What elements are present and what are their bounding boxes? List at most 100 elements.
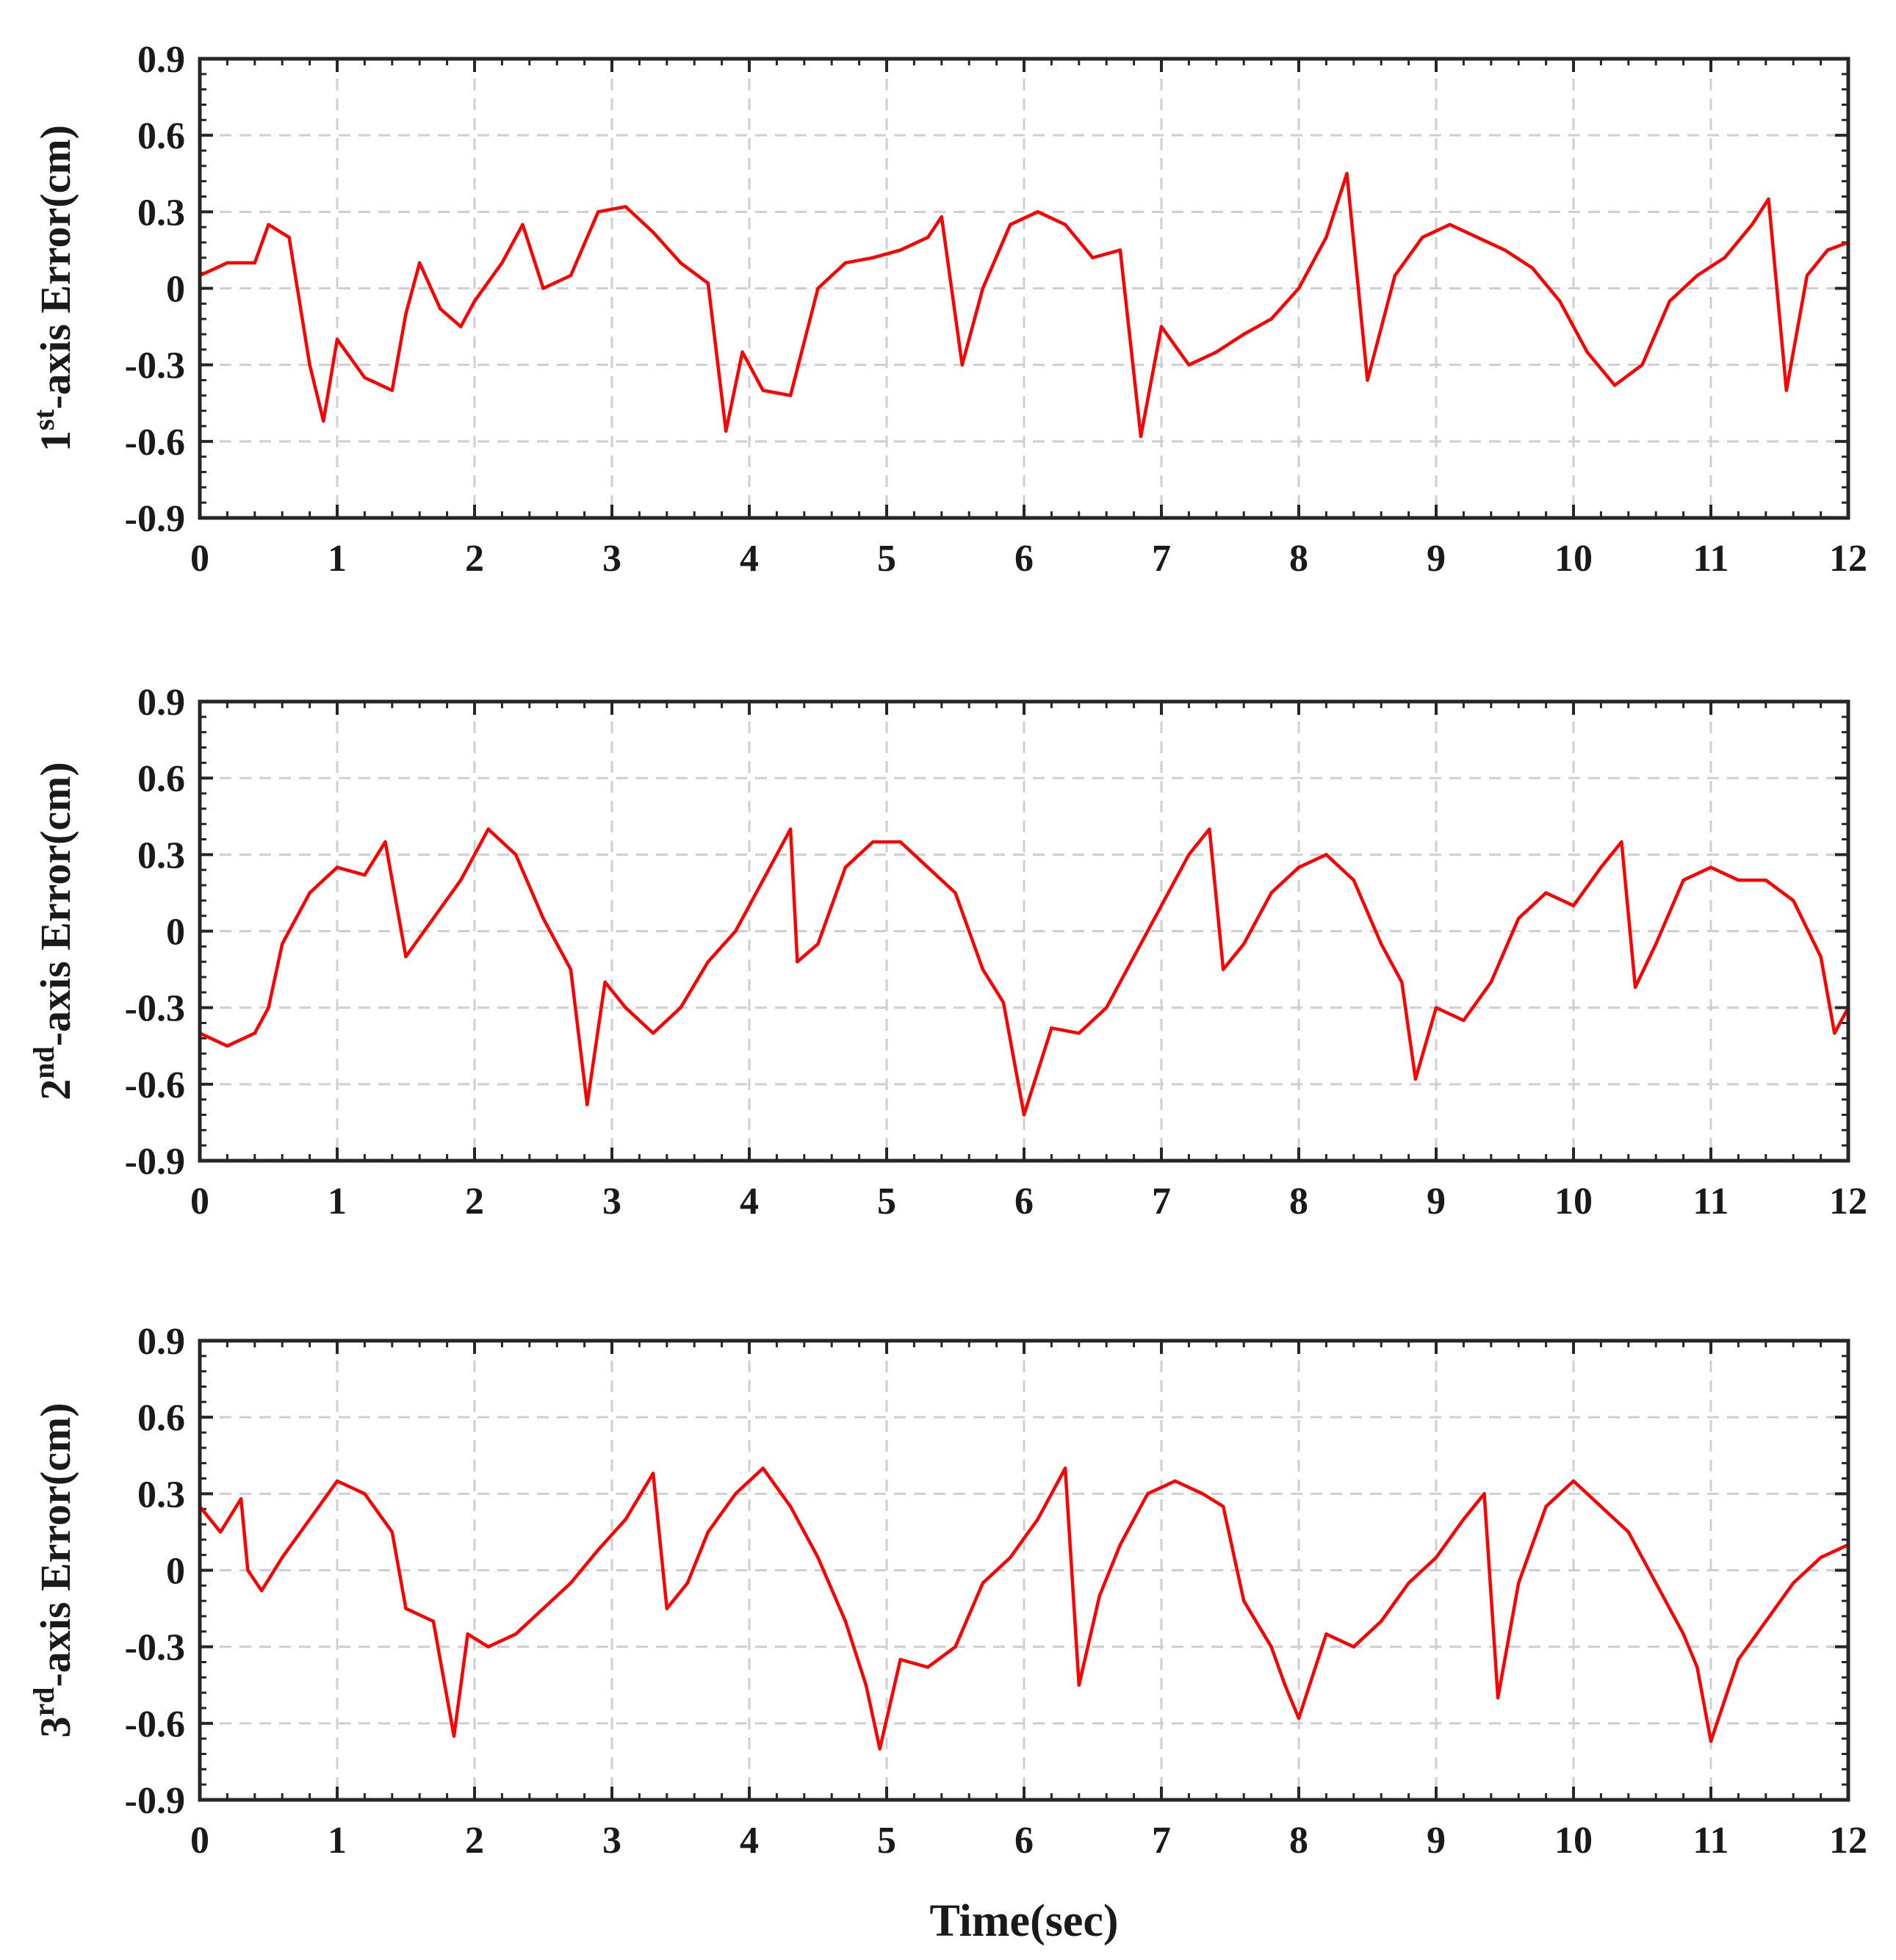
error-data-point [1050,1026,1053,1030]
error-data-point [1097,1594,1102,1598]
error-data-point [452,1734,456,1738]
error-data-point [1380,1619,1383,1624]
error-data-point [1750,223,1754,226]
error-data-point [1434,1006,1438,1009]
error-data-point [1187,853,1191,857]
error-data-point [1146,1492,1150,1496]
error-data-point [308,1517,311,1521]
error-data-point [1214,350,1219,354]
error-data-point [878,1747,882,1751]
error-data-point [1173,1479,1177,1483]
error-data-point [1599,1505,1603,1508]
error-data-point [1001,1001,1006,1004]
error-data-point [1654,942,1658,946]
error-data-point [1434,1555,1438,1560]
error-data-point [1036,1517,1039,1521]
error-data-point [1324,853,1328,857]
error-data-point [322,419,325,423]
y-tick-label: 0.6 [137,758,185,800]
x-axis-label: Time(sec) [929,1896,1118,1946]
error-data-point [1620,840,1623,844]
error-data-point [541,287,545,290]
error-data-point [954,891,957,895]
error-data-point [466,1632,469,1636]
error-data-point [335,337,339,342]
y-axis-label: 2nd-axis Error(cm) [27,762,79,1100]
x-tick-label: 8 [1289,538,1308,580]
error-data-point [1139,434,1143,439]
error-data-point [1723,256,1726,260]
error-data-point [651,1471,655,1475]
error-data-point [1413,1077,1418,1081]
x-tick-label: 8 [1289,1181,1308,1222]
error-data-point [1571,1479,1576,1483]
x-tick-label: 6 [1014,1181,1034,1222]
error-data-point [624,1517,627,1521]
error-data-point [1482,1492,1486,1496]
error-data-point [281,942,284,946]
error-data-point [308,363,311,367]
error-data-point [1764,1619,1767,1624]
error-data-point [1269,317,1273,321]
y-axis-label-prefix: 2 [32,1079,79,1100]
error-data-point [1242,332,1246,336]
x-tick-label: 0 [190,1820,209,1862]
error-data-point [1784,389,1789,392]
error-data-point [1187,363,1191,367]
y-tick-label: -0.3 [125,345,185,387]
x-tick-label: 0 [190,1181,209,1222]
x-tick-label: 12 [1829,1820,1867,1862]
error-data-point [624,205,627,209]
x-tick-label: 5 [877,1181,896,1222]
error-data-point [569,273,573,278]
error-data-point [1400,980,1404,984]
error-data-point [981,1581,985,1585]
error-data-point [898,1657,902,1662]
error-data-point [459,325,463,328]
error-data-point [1366,378,1369,382]
error-data-point [1805,273,1809,278]
error-data-point [439,307,442,311]
error-data-point [871,840,875,844]
error-data-point [1496,1696,1500,1700]
y-axis-label-prefix: 1 [32,430,79,452]
error-data-point [1063,223,1067,226]
error-data-point [685,1581,690,1585]
error-data-point [1571,904,1576,907]
error-data-point [1297,865,1301,869]
y-tick-label: 0.6 [137,1397,185,1439]
y-tick-label: 0.3 [137,192,185,234]
error-data-point [569,968,573,971]
error-data-point [1221,1505,1225,1508]
error-data-point [226,261,229,264]
y-tick-label: 0 [166,912,185,954]
x-tick-label: 12 [1829,1181,1867,1222]
error-data-point [541,916,545,920]
error-data-point [1022,1113,1026,1117]
x-tick-label: 2 [465,1820,484,1862]
error-data-point [1475,235,1479,239]
error-series-line [198,172,1850,439]
error-plot-3rd-axis: 0 1 2 3 4 5 6 7 8 9 10 11 12-0.9-0.6-0.300.30.60.93r… [27,1321,1867,1946]
x-tick-label: 8 [1289,1820,1308,1862]
error-data-point [1819,955,1823,959]
y-axis-label-prefix: 3 [32,1717,79,1738]
error-data-point [954,1645,957,1649]
x-tick-label: 3 [602,1820,621,1862]
error-data-point [390,389,394,392]
error-data-point [267,1006,270,1009]
error-plot-1st-axis: 0 1 2 3 4 5 6 7 8 9 10 11 12-0.9-0.6-0.300.30.60.91s… [27,39,1867,580]
x-tick-label: 11 [1693,538,1729,580]
error-data-point [898,840,902,844]
x-tick-label: 2 [465,538,484,580]
error-data-point [981,287,985,290]
y-axis-label-superscript: nd [27,1046,60,1079]
error-data-point [871,256,875,260]
y-axis-label: 1st-axis Error(cm) [27,125,79,452]
error-data-point [1009,1555,1012,1560]
error-data-point [1077,1031,1081,1035]
plot-frame [198,1339,1850,1802]
error-data-point [1626,1530,1630,1534]
y-tick-label: -0.9 [125,1141,185,1183]
error-data-point [1421,235,1424,239]
